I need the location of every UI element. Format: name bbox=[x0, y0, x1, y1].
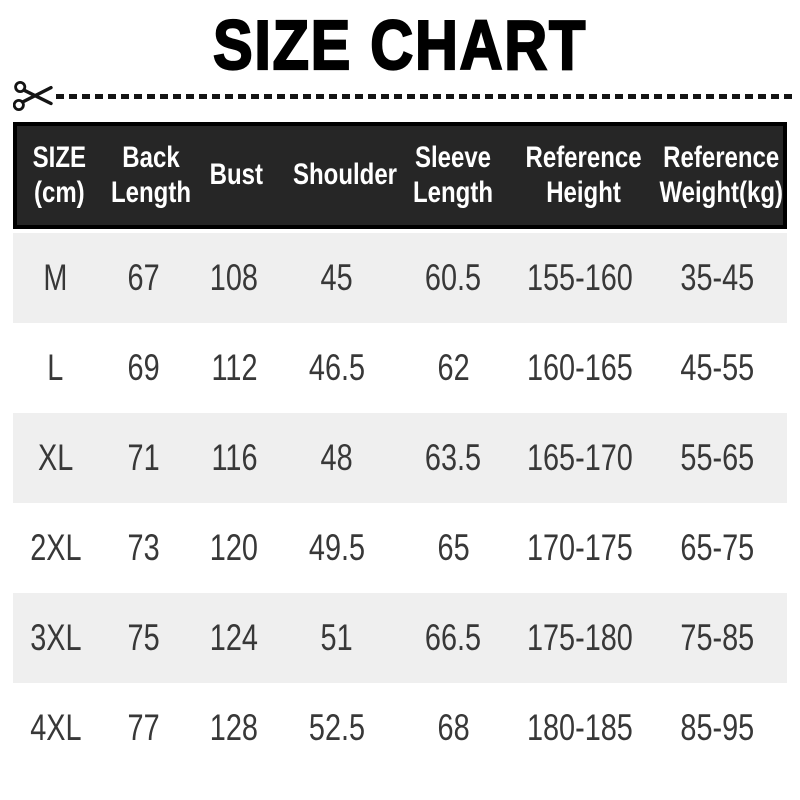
dashed-line bbox=[56, 93, 792, 99]
cell-reference-height: 165-170 bbox=[527, 437, 634, 478]
cell-size: 2XL bbox=[29, 527, 82, 568]
cell-back-length: 71 bbox=[127, 437, 160, 478]
cell-back-length: 73 bbox=[127, 527, 160, 568]
table-row-4XL: 4XL 77 128 52.5 68 180-185 85-95 bbox=[13, 683, 787, 773]
cell-size: 4XL bbox=[29, 707, 82, 748]
cell-reference-height: 160-165 bbox=[527, 347, 634, 388]
cell-sleeve-length: 63.5 bbox=[425, 437, 482, 478]
cell-shoulder: 48 bbox=[320, 437, 353, 478]
cell-reference-weight: 75-85 bbox=[679, 617, 754, 658]
cell-bust: 108 bbox=[210, 257, 259, 298]
cell-sleeve-length: 68 bbox=[437, 707, 470, 748]
cell-reference-height: 180-185 bbox=[527, 707, 634, 748]
cell-shoulder: 49.5 bbox=[308, 527, 365, 568]
cell-back-length: 77 bbox=[127, 707, 160, 748]
cell-back-length: 67 bbox=[127, 257, 160, 298]
table-row-XL: XL 71 116 48 63.5 165-170 55-65 bbox=[13, 413, 787, 503]
cell-shoulder: 51 bbox=[320, 617, 353, 658]
cell-bust: 124 bbox=[210, 617, 259, 658]
cell-sleeve-length: 62 bbox=[437, 347, 470, 388]
cell-bust: 116 bbox=[211, 437, 258, 478]
table-row-L: L 69 112 46.5 62 160-165 45-55 bbox=[13, 323, 787, 413]
cell-reference-height: 175-180 bbox=[527, 617, 634, 658]
header-cell-size: SIZE (cm) bbox=[32, 140, 86, 209]
cell-reference-weight: 65-75 bbox=[679, 527, 754, 568]
table-row-M: M 67 108 45 60.5 155-160 35-45 bbox=[13, 233, 787, 323]
page-title-text: SIZE CHART bbox=[212, 6, 587, 84]
table-header-row: SIZE (cm) Back Length Bust Shoulder Sleeve Leng… bbox=[13, 122, 787, 229]
scissors-icon bbox=[13, 81, 53, 111]
cell-size: L bbox=[47, 347, 64, 388]
cell-back-length: 75 bbox=[127, 617, 160, 658]
cell-shoulder: 46.5 bbox=[308, 347, 365, 388]
cell-sleeve-length: 65 bbox=[437, 527, 470, 568]
cell-shoulder: 45 bbox=[320, 257, 353, 298]
cell-reference-weight: 35-45 bbox=[679, 257, 754, 298]
cell-reference-height: 170-175 bbox=[527, 527, 634, 568]
header-cell-back-length: Back Length bbox=[111, 140, 192, 209]
cell-size: XL bbox=[37, 437, 74, 478]
table-body: M 67 108 45 60.5 155-160 35-45 L 69 112 46.5 62 160-… bbox=[13, 233, 787, 773]
header-cell-reference-height: Reference Height bbox=[525, 140, 642, 209]
cell-back-length: 69 bbox=[127, 347, 160, 388]
cut-line bbox=[13, 79, 792, 113]
header-cell-shoulder: Shoulder bbox=[293, 158, 398, 192]
cell-reference-weight: 85-95 bbox=[679, 707, 754, 748]
cell-sleeve-length: 60.5 bbox=[425, 257, 482, 298]
cell-size: 3XL bbox=[29, 617, 82, 658]
cell-size: M bbox=[43, 257, 68, 298]
cell-bust: 120 bbox=[210, 527, 259, 568]
cell-bust: 112 bbox=[211, 347, 258, 388]
table-row-3XL: 3XL 75 124 51 66.5 175-180 75-85 bbox=[13, 593, 787, 683]
cell-reference-height: 155-160 bbox=[527, 257, 634, 298]
table-row-2XL: 2XL 73 120 49.5 65 170-175 65-75 bbox=[13, 503, 787, 593]
size-table: SIZE (cm) Back Length Bust Shoulder Sleeve Leng… bbox=[13, 122, 787, 773]
cell-reference-weight: 45-55 bbox=[679, 347, 754, 388]
header-cell-reference-weight: Reference Weight(kg) bbox=[659, 140, 784, 209]
cell-shoulder: 52.5 bbox=[308, 707, 365, 748]
header-cell-bust: Bust bbox=[209, 158, 263, 192]
cell-sleeve-length: 66.5 bbox=[425, 617, 482, 658]
page-title: SIZE CHART bbox=[0, 6, 800, 84]
cell-bust: 128 bbox=[210, 707, 259, 748]
cell-reference-weight: 55-65 bbox=[679, 437, 754, 478]
header-cell-sleeve-length: Sleeve Length bbox=[412, 140, 493, 209]
